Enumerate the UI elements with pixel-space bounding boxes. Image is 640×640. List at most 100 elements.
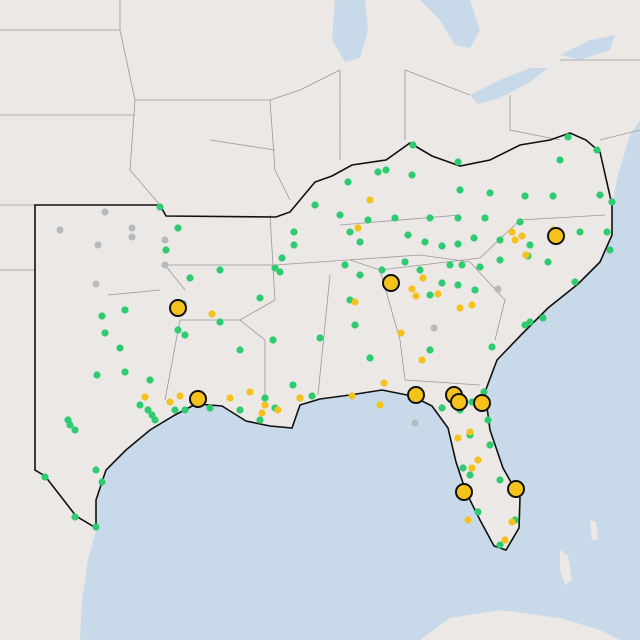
marker-green	[156, 203, 164, 211]
marker-green	[181, 331, 189, 339]
marker-yellow	[261, 401, 269, 409]
marker-large	[382, 274, 400, 292]
marker-large	[407, 386, 425, 404]
marker-green	[290, 228, 298, 236]
marker-green	[526, 318, 534, 326]
marker-green	[421, 238, 429, 246]
marker-green	[488, 343, 496, 351]
marker-green	[466, 471, 474, 479]
marker-yellow	[418, 356, 426, 364]
marker-large	[450, 393, 468, 411]
marker-green	[278, 254, 286, 262]
ocean	[80, 120, 640, 640]
marker-yellow	[208, 310, 216, 318]
marker-green	[71, 513, 79, 521]
marker-yellow	[408, 285, 416, 293]
marker-green	[366, 354, 374, 362]
marker-green	[526, 241, 534, 249]
marker-green	[391, 214, 399, 222]
marker-gray	[161, 236, 169, 244]
marker-green	[539, 314, 547, 322]
marker-green	[136, 401, 144, 409]
marker-large	[507, 480, 525, 498]
marker-yellow	[501, 536, 509, 544]
marker-green	[290, 241, 298, 249]
marker-green	[289, 381, 297, 389]
marker-green	[151, 416, 159, 424]
marker-gray	[411, 419, 419, 427]
marker-gray	[128, 224, 136, 232]
marker-green	[496, 256, 504, 264]
marker-green	[438, 404, 446, 412]
marker-green	[256, 416, 264, 424]
marker-green	[593, 146, 601, 154]
marker-yellow	[412, 292, 420, 300]
marker-green	[486, 441, 494, 449]
marker-green	[181, 406, 189, 414]
marker-green	[426, 291, 434, 299]
marker-green	[356, 271, 364, 279]
marker-green	[276, 268, 284, 276]
marker-green	[521, 192, 529, 200]
marker-yellow	[376, 401, 384, 409]
marker-green	[216, 318, 224, 326]
marker-green	[456, 186, 464, 194]
marker-green	[236, 406, 244, 414]
marker-yellow	[380, 379, 388, 387]
marker-green	[206, 404, 214, 412]
markers	[41, 133, 616, 549]
marker-green	[121, 306, 129, 314]
marker-green	[341, 261, 349, 269]
marker-green	[496, 236, 504, 244]
marker-yellow	[141, 393, 149, 401]
marker-green	[454, 158, 462, 166]
marker-green	[71, 426, 79, 434]
marker-large	[189, 390, 207, 408]
marker-yellow	[434, 290, 442, 298]
marker-yellow	[258, 409, 266, 417]
marker-green	[549, 192, 557, 200]
marker-yellow	[508, 518, 516, 526]
marker-yellow	[466, 428, 474, 436]
marker-gray	[92, 280, 100, 288]
marker-large	[473, 394, 491, 412]
marker-yellow	[354, 224, 362, 232]
marker-green	[162, 246, 170, 254]
marker-yellow	[522, 251, 530, 259]
marker-green	[98, 312, 106, 320]
marker-green	[454, 281, 462, 289]
marker-green	[356, 238, 364, 246]
marker-green	[261, 394, 269, 402]
marker-green	[92, 523, 100, 531]
marker-yellow	[511, 236, 519, 244]
marker-green	[409, 141, 417, 149]
marker-green	[364, 216, 372, 224]
marker-green	[438, 242, 446, 250]
marker-green	[571, 278, 579, 286]
marker-yellow	[508, 228, 516, 236]
marker-gray	[161, 261, 169, 269]
marker-green	[438, 279, 446, 287]
marker-green	[98, 478, 106, 486]
marker-green	[458, 261, 466, 269]
marker-gray	[430, 324, 438, 332]
marker-green	[401, 258, 409, 266]
marker-green	[64, 416, 72, 424]
marker-green	[416, 266, 424, 274]
lake	[332, 0, 368, 62]
marker-gray	[101, 208, 109, 216]
marker-green	[236, 346, 244, 354]
marker-yellow	[468, 301, 476, 309]
marker-green	[603, 228, 611, 236]
marker-large	[455, 483, 473, 501]
marker-green	[344, 178, 352, 186]
marker-green	[476, 263, 484, 271]
marker-green	[216, 266, 224, 274]
marker-green	[41, 473, 49, 481]
marker-yellow	[468, 464, 476, 472]
island	[590, 520, 598, 540]
marker-yellow	[474, 456, 482, 464]
marker-yellow	[176, 392, 184, 400]
marker-yellow	[296, 394, 304, 402]
marker-yellow	[246, 388, 254, 396]
